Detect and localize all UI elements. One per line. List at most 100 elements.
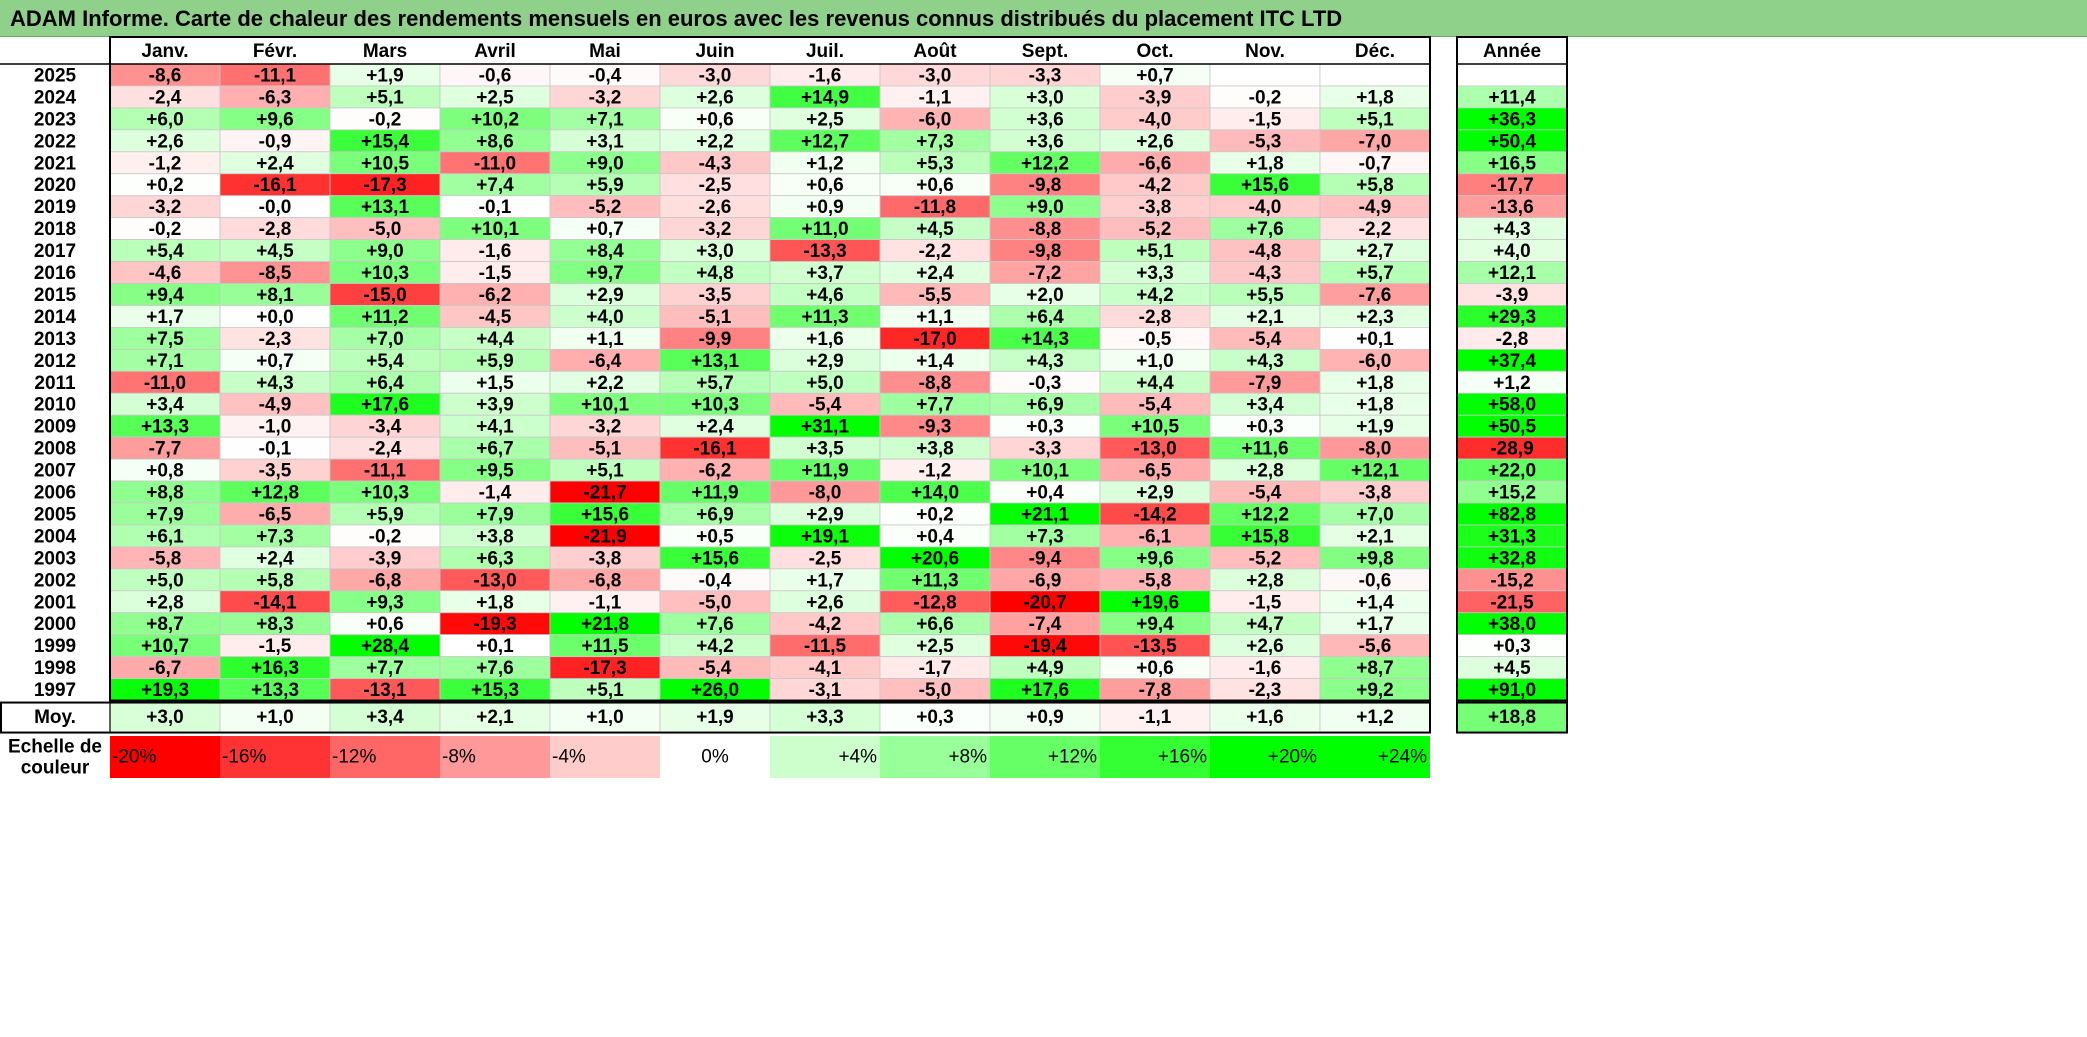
cell-value: +6,9 [696,504,734,525]
cell-value: +3,8 [916,439,954,460]
row-year-label: 2015 [34,285,77,306]
average-value: -1,1 [1139,707,1172,728]
cell-value: +9,8 [1356,548,1394,569]
cell-value: +5,1 [1136,241,1174,262]
cell-value: -5,4 [1249,329,1282,350]
annual-value: -13,6 [1490,197,1533,218]
cell-value: +5,4 [366,351,404,372]
cell-value: -4,3 [699,153,732,174]
cell-value: +12,8 [251,483,299,504]
cell-value: +9,0 [366,241,404,262]
cell-value: +7,7 [916,395,954,416]
cell-value: -0,0 [259,197,292,218]
cell-value: +13,1 [361,197,410,218]
cell-value: -5,8 [1139,570,1172,591]
cell-value: +1,7 [1356,614,1394,635]
cell-value: +7,3 [256,526,294,547]
cell-value: +15,6 [691,548,739,569]
average-value: +0,3 [916,707,954,728]
row-year-label: 1998 [34,658,76,679]
cell-value: +11,5 [581,636,628,657]
row-year-label: 2012 [34,351,76,372]
cell-value: +2,9 [806,351,844,372]
cell-value: -3,9 [1139,87,1172,108]
row-year-label: 2023 [34,109,76,130]
average-cell [659,702,771,733]
cell-value: +15,6 [581,504,629,525]
cell-value: -6,0 [1359,351,1392,372]
cell-value: -11,0 [144,373,186,394]
cell-value: -0,2 [369,526,402,547]
cell-value: -11,1 [364,461,407,482]
cell-value: -1,5 [479,263,512,284]
annual-border [1456,36,1568,702]
column-header: Févr. [253,41,297,62]
cell-value: +10,2 [471,109,519,130]
cell-value: +17,6 [361,395,409,416]
cell-value: -6,8 [589,570,622,591]
cell-value: -0,7 [1359,153,1392,174]
cell-value: +7,5 [146,329,184,350]
cell-value: +8,7 [1356,658,1394,679]
cell-value: -9,3 [919,417,952,438]
annual-value: +32,8 [1488,548,1536,569]
cell-value: +3,6 [1026,109,1064,130]
cell-value: -0,9 [259,131,292,152]
average-value: +1,9 [696,707,734,728]
cell-value: -0,6 [1359,570,1392,591]
cell-value: -6,9 [1029,570,1062,591]
cell-value: +0,6 [696,109,734,130]
cell-value: +10,3 [361,483,409,504]
row-year-label: 1997 [34,680,76,701]
cell-value: +4,2 [1136,285,1174,306]
scale-swatch [550,736,660,778]
cell-value: +2,6 [146,131,184,152]
cell-value: -0,1 [479,197,512,218]
cell-value: +10,3 [691,395,739,416]
cell-value: -3,5 [259,461,292,482]
average-value: +3,4 [366,707,404,728]
cell-value: +1,7 [146,307,184,328]
cell-value: +7,6 [476,658,514,679]
cell-value: +0,6 [1136,658,1174,679]
annual-value: -28,9 [1490,439,1533,460]
cell-value: +0,7 [586,219,624,240]
cell-value: -7,9 [1249,373,1282,394]
cell-value: +2,4 [916,263,954,284]
cell-value: +5,1 [366,87,404,108]
row-year-label: 2021 [34,153,77,174]
annual-value: +31,3 [1488,526,1536,547]
cell-value: -5,4 [1139,395,1172,416]
cell-value: +5,1 [586,461,624,482]
cell-value: -9,9 [699,329,732,350]
cell-value: -13,1 [363,680,407,701]
cell-value: +4,4 [476,329,514,350]
cell-value: +8,8 [146,483,184,504]
cell-value: -15,0 [363,285,406,306]
cell-value: -2,4 [369,439,402,460]
cell-value: +7,0 [366,329,404,350]
cell-value: -0,2 [1249,87,1282,108]
column-header: Juin [695,41,734,62]
cell-value: -5,4 [699,658,732,679]
annual-value: +82,8 [1488,504,1536,525]
cell-value: -2,2 [1359,219,1392,240]
cell-value: +7,6 [1246,219,1284,240]
cell-value: -3,5 [699,285,732,306]
cell-value: -7,2 [1029,263,1062,284]
cell-value: -13,0 [473,570,516,591]
row-year-label: 2024 [34,87,77,108]
cell-value: +1,8 [1246,153,1284,174]
cell-value: +9,4 [146,285,184,306]
cell-value: -5,5 [919,285,952,306]
cell-value: +5,7 [696,373,734,394]
cell-value: -11,5 [804,636,847,657]
average-value: +1,0 [256,707,294,728]
cell-value: +2,6 [1246,636,1284,657]
cell-value: +1,8 [1356,373,1394,394]
annual-value: +16,5 [1488,153,1537,174]
cell-value: +13,3 [251,680,299,701]
average-annual-value: +18,8 [1488,707,1536,728]
annual-value: +4,3 [1493,219,1531,240]
cell-value: -11,0 [474,153,516,174]
